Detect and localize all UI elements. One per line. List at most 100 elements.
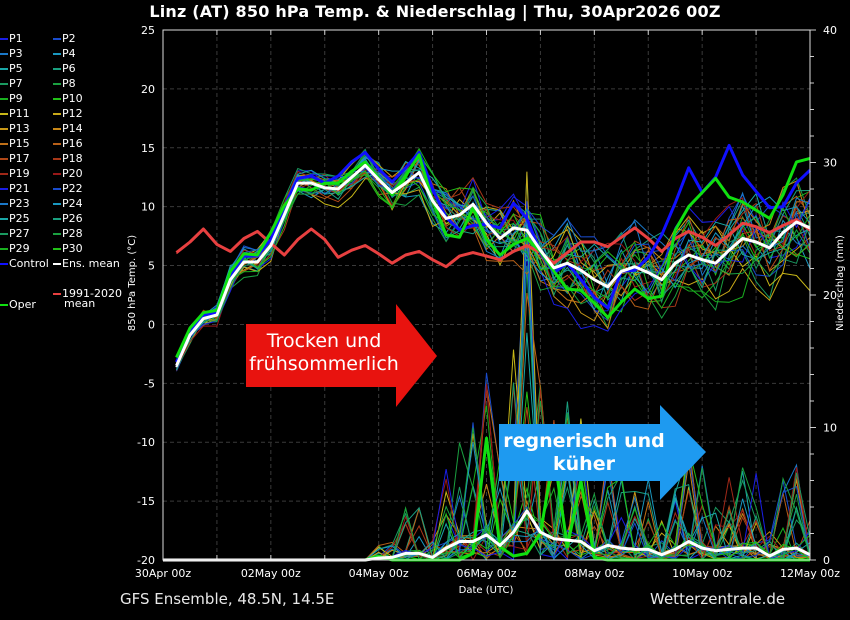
y-tick-label: 20 xyxy=(141,83,155,96)
legend-label: P9 xyxy=(9,92,23,105)
model-info: GFS Ensemble, 48.5N, 14.5E xyxy=(120,590,335,608)
legend-label: P15 xyxy=(9,137,30,150)
legend-swatch xyxy=(0,68,8,70)
legend-label: P26 xyxy=(62,212,83,225)
legend-item-P10[interactable]: P10 xyxy=(53,93,83,105)
legend-item-control[interactable]: Control xyxy=(0,258,49,270)
legend-item-P14[interactable]: P14 xyxy=(53,123,83,135)
legend-swatch xyxy=(53,233,61,235)
legend-item-P20[interactable]: P20 xyxy=(53,168,83,180)
legend-item-P24[interactable]: P24 xyxy=(53,198,83,210)
chart-title: Linz (AT) 850 hPa Temp. & Niederschlag |… xyxy=(149,2,721,21)
rainy-cool-label: regnerisch und küher xyxy=(499,430,669,476)
x-tick-label: 12May 00z xyxy=(780,567,840,580)
legend-swatch xyxy=(0,158,8,160)
legend-item-P4[interactable]: P4 xyxy=(53,48,76,60)
legend-item-P27[interactable]: P27 xyxy=(0,228,30,240)
legend-item-P22[interactable]: P22 xyxy=(53,183,83,195)
legend-item-P17[interactable]: P17 xyxy=(0,153,30,165)
legend-item-P1[interactable]: P1 xyxy=(0,33,23,45)
legend-swatch xyxy=(0,188,8,190)
legend-item-P6[interactable]: P6 xyxy=(53,63,76,75)
y2-tick-label: 20 xyxy=(823,289,837,302)
legend-swatch xyxy=(53,173,61,175)
legend-label: P3 xyxy=(9,47,23,60)
oper-temp-line xyxy=(175,153,811,359)
legend-item-P25[interactable]: P25 xyxy=(0,213,30,225)
y-tick-label: 25 xyxy=(141,24,155,37)
legend-item-P19[interactable]: P19 xyxy=(0,168,30,180)
rainy-cool-line1: regnerisch und xyxy=(503,430,665,452)
y-tick-label: -10 xyxy=(137,436,155,449)
legend-item-P9[interactable]: P9 xyxy=(0,93,23,105)
legend-item-P30[interactable]: P30 xyxy=(53,243,83,255)
legend-item-P28[interactable]: P28 xyxy=(53,228,83,240)
legend-label: P5 xyxy=(9,62,23,75)
legend-item-P5[interactable]: P5 xyxy=(0,63,23,75)
x-axis-title: Date (UTC) xyxy=(459,585,514,596)
y2-tick-label: 0 xyxy=(823,554,830,567)
legend-item-P16[interactable]: P16 xyxy=(53,138,83,150)
legend-item-ens-mean[interactable]: Ens. mean xyxy=(53,258,120,270)
legend-swatch xyxy=(0,128,8,130)
legend-swatch xyxy=(53,293,61,295)
legend-swatch xyxy=(0,203,8,205)
legend-label: Ens. mean xyxy=(62,257,120,270)
legend-item-P8[interactable]: P8 xyxy=(53,78,76,90)
dry-warm-label: Trocken und frühsommerlich xyxy=(246,330,402,376)
site-credit[interactable]: Wetterzentrale.de xyxy=(650,590,786,608)
legend-label: P23 xyxy=(9,197,30,210)
legend-label: P28 xyxy=(62,227,83,240)
legend-item-P2[interactable]: P2 xyxy=(53,33,76,45)
y-tick-label: 0 xyxy=(148,318,155,331)
legend-swatch xyxy=(0,218,8,220)
legend-label: P6 xyxy=(62,62,76,75)
legend-swatch xyxy=(53,218,61,220)
legend-label: P27 xyxy=(9,227,30,240)
legend-swatch xyxy=(53,248,61,250)
legend-label: P8 xyxy=(62,77,76,90)
legend-label: P22 xyxy=(62,182,83,195)
legend-item-P26[interactable]: P26 xyxy=(53,213,83,225)
legend-item-oper[interactable]: Oper xyxy=(0,299,36,311)
legend-swatch xyxy=(0,98,8,100)
legend-item-P23[interactable]: P23 xyxy=(0,198,30,210)
legend-item-P21[interactable]: P21 xyxy=(0,183,30,195)
legend-item-P15[interactable]: P15 xyxy=(0,138,30,150)
member-temp-line-P28 xyxy=(176,154,811,364)
legend-item-P18[interactable]: P18 xyxy=(53,153,83,165)
x-tick-label: 06May 00z xyxy=(456,567,516,580)
y-tick-label: -20 xyxy=(137,554,155,567)
legend-swatch xyxy=(0,248,8,250)
legend-item-climatology[interactable]: 1991-2020 mean xyxy=(53,288,122,310)
legend-label: P25 xyxy=(9,212,30,225)
legend-item-P11[interactable]: P11 xyxy=(0,108,30,120)
legend-item-P29[interactable]: P29 xyxy=(0,243,30,255)
legend-item-P3[interactable]: P3 xyxy=(0,48,23,60)
legend-label: P14 xyxy=(62,122,83,135)
legend-item-P13[interactable]: P13 xyxy=(0,123,30,135)
legend-label: P2 xyxy=(62,32,76,45)
legend-label: P21 xyxy=(9,182,30,195)
y2-tick-label: 40 xyxy=(823,24,837,37)
legend-swatch xyxy=(53,128,61,130)
x-tick-label: 30Apr 00z xyxy=(135,567,192,580)
legend-item-P7[interactable]: P7 xyxy=(0,78,23,90)
legend-label: Oper xyxy=(9,298,36,311)
legend-swatch xyxy=(0,53,8,55)
legend-label: P1 xyxy=(9,32,23,45)
y-tick-label: 15 xyxy=(141,142,155,155)
legend-swatch xyxy=(53,83,61,85)
legend-label: P19 xyxy=(9,167,30,180)
y2-tick-label: 10 xyxy=(823,422,837,435)
legend-label: P12 xyxy=(62,107,83,120)
legend-item-P12[interactable]: P12 xyxy=(53,108,83,120)
x-tick-label: 02May 00z xyxy=(241,567,301,580)
legend-swatch xyxy=(53,53,61,55)
legend-swatch xyxy=(53,158,61,160)
member-temp-line-P21 xyxy=(176,157,811,367)
legend-swatch xyxy=(0,38,8,40)
legend-label: P24 xyxy=(62,197,83,210)
legend-label: P30 xyxy=(62,242,83,255)
rainy-cool-line2: küher xyxy=(553,453,615,475)
